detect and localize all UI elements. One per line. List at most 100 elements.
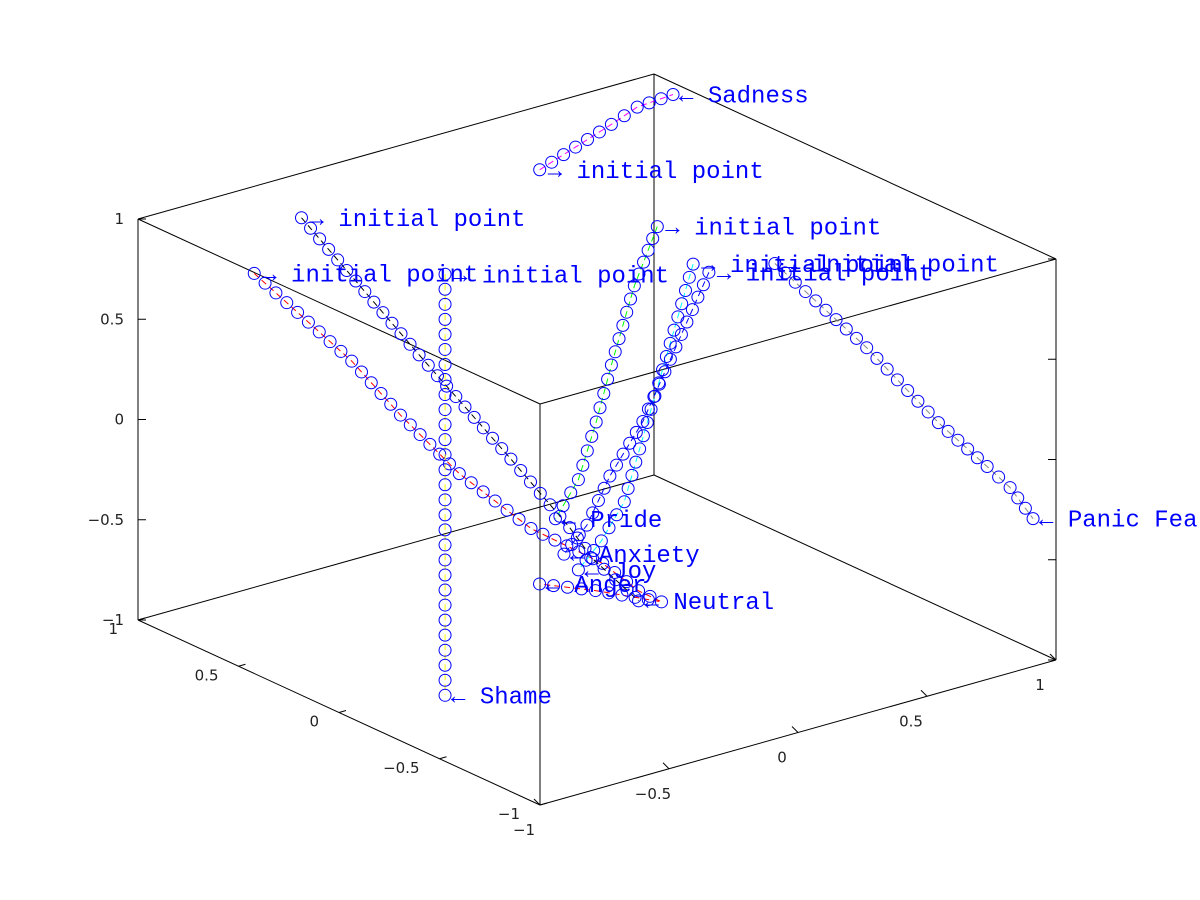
data-point	[548, 512, 562, 526]
data-point	[476, 421, 490, 435]
data-point	[533, 163, 547, 177]
initial-point-label: → initial point	[717, 261, 933, 288]
data-point	[636, 429, 650, 443]
emotion-label: ← Joy	[584, 559, 656, 586]
data-point	[438, 493, 452, 507]
data-point	[486, 431, 500, 445]
data-point	[768, 257, 782, 270]
data-point	[992, 470, 1006, 484]
axis-edge	[653, 73, 1057, 260]
data-point	[682, 270, 696, 284]
data-point	[604, 358, 618, 372]
initial-point-label: → initial point	[310, 207, 526, 234]
data-point	[591, 494, 605, 508]
data-point	[696, 278, 710, 292]
data-point	[394, 408, 407, 422]
data-point	[280, 296, 294, 310]
emotion-label: ← Sadness	[679, 83, 809, 110]
data-point	[438, 282, 452, 296]
y-tick-label: 0.5	[195, 666, 219, 684]
data-point	[438, 508, 452, 522]
data-point	[565, 537, 579, 551]
data-point	[921, 405, 935, 419]
data-point	[623, 436, 637, 450]
x-tick-label: 0.5	[899, 712, 923, 730]
data-point	[504, 452, 518, 466]
data-point	[438, 523, 452, 537]
data-point	[658, 365, 672, 379]
data-point	[970, 451, 984, 465]
data-point	[524, 522, 538, 535]
data-point	[641, 243, 655, 257]
emotion-label: ← Shame	[451, 684, 552, 711]
data-point	[632, 584, 646, 598]
x-tick-mark	[920, 689, 928, 697]
data-point	[438, 583, 452, 597]
data-point	[385, 316, 399, 330]
x-tick-label: −1	[513, 821, 535, 839]
data-point	[603, 469, 617, 483]
data-point	[602, 521, 616, 535]
data-point	[476, 485, 490, 499]
data-point	[358, 285, 372, 299]
data-point	[438, 688, 452, 702]
emotion-label: ← Neutral	[645, 590, 775, 617]
data-point	[667, 323, 681, 337]
data-point	[533, 486, 547, 500]
data-point	[438, 448, 452, 462]
data-point	[620, 575, 634, 589]
data-point	[640, 416, 654, 430]
data-point	[654, 92, 668, 106]
data-point	[571, 473, 585, 487]
data-point	[536, 527, 550, 541]
data-point	[679, 284, 692, 298]
data-point	[575, 582, 589, 596]
data-point	[313, 232, 327, 246]
data-point	[340, 263, 354, 277]
x-tick-mark	[662, 762, 670, 770]
data-point	[630, 100, 644, 114]
x-tick-label: −0.5	[635, 785, 671, 803]
data-point	[334, 344, 348, 358]
data-point	[839, 322, 853, 336]
data-point	[597, 481, 611, 495]
data-point	[621, 482, 635, 496]
data-point	[675, 297, 689, 311]
data-point	[1018, 501, 1032, 515]
data-point	[685, 303, 699, 317]
data-point	[323, 335, 337, 349]
data-point	[586, 506, 600, 520]
data-point	[569, 140, 583, 154]
series-line	[301, 217, 639, 602]
x-tick-label: 0	[777, 749, 787, 767]
x-tick-mark	[1049, 653, 1057, 661]
data-point	[545, 155, 559, 169]
data-point	[563, 521, 577, 535]
data-point	[438, 312, 452, 326]
data-point	[438, 267, 452, 281]
x-tick-label: 1	[1035, 676, 1045, 694]
data-point	[633, 442, 647, 456]
data-point	[809, 294, 823, 308]
data-point	[571, 563, 585, 577]
data-point	[512, 512, 526, 526]
data-point	[580, 518, 594, 532]
data-point	[646, 231, 660, 245]
data-point	[637, 255, 651, 269]
data-point	[604, 117, 618, 131]
data-point	[543, 498, 557, 512]
axis-edge	[137, 73, 655, 220]
data-point	[533, 577, 547, 591]
data-point	[617, 495, 631, 509]
data-point	[355, 365, 368, 379]
data-point	[592, 125, 606, 139]
z-tick-label: −1	[102, 611, 124, 629]
series-line	[539, 94, 674, 171]
data-point	[1003, 481, 1017, 495]
initial-point-label: → initial point	[453, 263, 669, 290]
emotion-label: ← Anxiety	[570, 543, 700, 570]
data-point	[931, 416, 945, 430]
data-point	[666, 87, 680, 101]
data-point	[597, 562, 611, 576]
data-point	[576, 458, 590, 472]
